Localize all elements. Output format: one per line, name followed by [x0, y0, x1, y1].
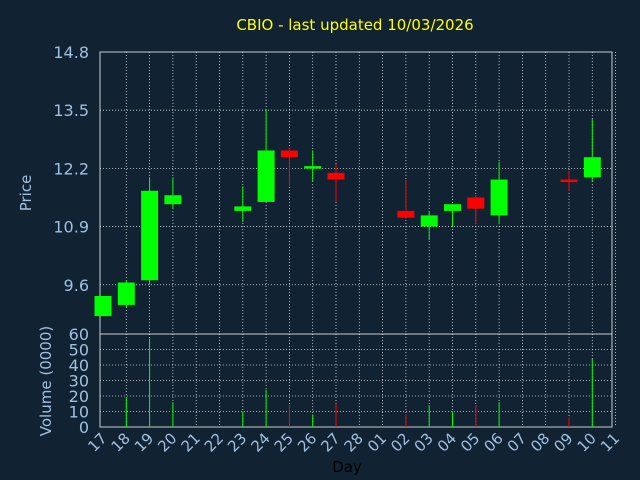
candle-24 — [257, 110, 275, 202]
candle-20 — [164, 177, 182, 209]
candle-body — [304, 166, 322, 169]
price-tick-label: 14.8 — [53, 43, 89, 62]
candle-body — [583, 157, 601, 178]
volume-tick-label: 20 — [69, 387, 89, 406]
candle-body — [280, 150, 298, 158]
volume-tick-label: 10 — [69, 403, 89, 422]
chart-title: CBIO - last updated 10/03/2026 — [236, 16, 473, 34]
candle-10 — [583, 119, 601, 182]
candle-23 — [234, 186, 252, 223]
candle-17 — [94, 295, 112, 317]
volume-tick-label: 60 — [69, 325, 89, 344]
x-axis: 1718192021222324252627280102030405060708… — [84, 429, 623, 455]
candle-18 — [117, 280, 135, 308]
candle-25 — [280, 148, 298, 187]
candle-04 — [444, 204, 461, 227]
candle-body — [234, 206, 252, 211]
volume-axis-label: Volume (0000) — [37, 326, 55, 436]
candle-body — [420, 215, 438, 227]
volume-tick-label: 50 — [69, 341, 89, 360]
candle-body — [560, 179, 578, 183]
candle-body — [397, 210, 415, 218]
price-plot-frame — [99, 51, 613, 335]
volume-tick-label: 30 — [69, 372, 89, 391]
price-tick-label: 12.2 — [53, 159, 89, 178]
candle-body — [94, 295, 112, 317]
price-tick-label: 10.9 — [53, 218, 89, 237]
candle-09 — [560, 170, 578, 191]
volume-tick-label: 40 — [69, 356, 89, 375]
price-axis-label: Price — [17, 175, 35, 212]
candle-body — [327, 172, 345, 180]
candle-body — [164, 195, 182, 205]
candle-27 — [327, 163, 345, 202]
x-axis-label: Day — [332, 458, 362, 476]
candle-body — [444, 204, 461, 211]
candle-26 — [304, 150, 322, 182]
candle-06 — [490, 161, 508, 225]
candle-body — [141, 190, 159, 281]
candle-03 — [420, 210, 438, 240]
candle-body — [117, 282, 135, 305]
candle-body — [490, 179, 508, 216]
candle-body — [467, 197, 485, 209]
volume-tick-label: 0 — [79, 418, 89, 437]
x-tick-label: 11 — [597, 429, 623, 455]
candle-02 — [397, 179, 415, 218]
price-tick-label: 9.6 — [64, 276, 89, 295]
candle-body — [257, 150, 275, 202]
candle-19 — [141, 177, 159, 285]
candle-05 — [467, 195, 485, 225]
price-tick-label: 13.5 — [53, 101, 89, 120]
price-panel: 14.8 13.5 12.2 10.9 9.6 — [53, 43, 616, 335]
